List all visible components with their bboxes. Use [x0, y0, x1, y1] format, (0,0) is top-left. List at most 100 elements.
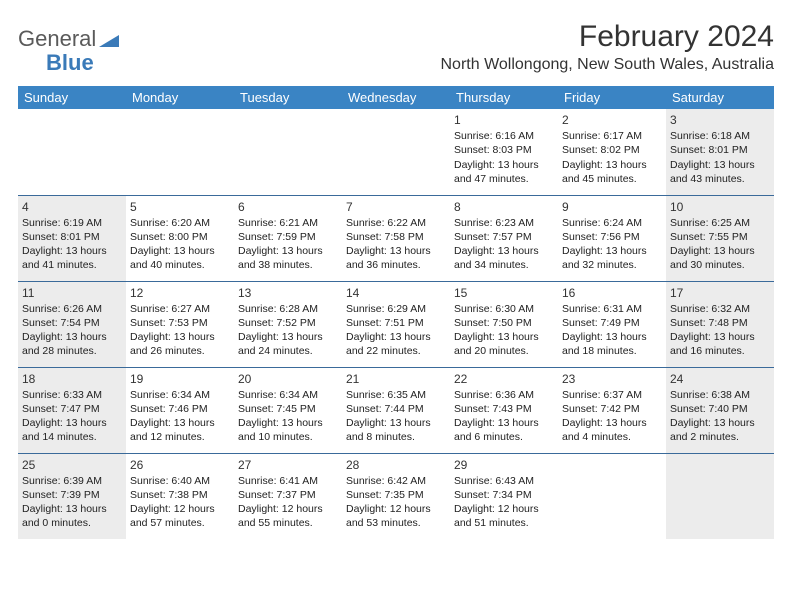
location: North Wollongong, New South Wales, Austr… — [441, 56, 775, 74]
calendar-day-cell: 28Sunrise: 6:42 AMSunset: 7:35 PMDayligh… — [342, 453, 450, 539]
day-info: Sunrise: 6:43 AMSunset: 7:34 PMDaylight:… — [454, 474, 554, 531]
day-number: 7 — [346, 199, 446, 215]
calendar-day-cell: 3Sunrise: 6:18 AMSunset: 8:01 PMDaylight… — [666, 109, 774, 195]
logo-text-general: General — [18, 26, 96, 52]
day-info: Sunrise: 6:41 AMSunset: 7:37 PMDaylight:… — [238, 474, 338, 531]
calendar-empty-cell — [342, 109, 450, 195]
day-info: Sunrise: 6:42 AMSunset: 7:35 PMDaylight:… — [346, 474, 446, 531]
day-info: Sunrise: 6:37 AMSunset: 7:42 PMDaylight:… — [562, 388, 662, 445]
day-number: 17 — [670, 285, 770, 301]
calendar-body: 1Sunrise: 6:16 AMSunset: 8:03 PMDaylight… — [18, 109, 774, 539]
day-number: 12 — [130, 285, 230, 301]
day-number: 24 — [670, 371, 770, 387]
day-info: Sunrise: 6:33 AMSunset: 7:47 PMDaylight:… — [22, 388, 122, 445]
header: GeneralBlue February 2024 North Wollongo… — [18, 20, 774, 76]
day-number: 5 — [130, 199, 230, 215]
day-number: 8 — [454, 199, 554, 215]
calendar-day-cell: 17Sunrise: 6:32 AMSunset: 7:48 PMDayligh… — [666, 281, 774, 367]
day-info: Sunrise: 6:21 AMSunset: 7:59 PMDaylight:… — [238, 216, 338, 273]
calendar-empty-cell — [18, 109, 126, 195]
month-title: February 2024 — [441, 20, 775, 54]
calendar-day-cell: 4Sunrise: 6:19 AMSunset: 8:01 PMDaylight… — [18, 195, 126, 281]
day-info: Sunrise: 6:24 AMSunset: 7:56 PMDaylight:… — [562, 216, 662, 273]
calendar-day-cell: 2Sunrise: 6:17 AMSunset: 8:02 PMDaylight… — [558, 109, 666, 195]
calendar-day-cell: 19Sunrise: 6:34 AMSunset: 7:46 PMDayligh… — [126, 367, 234, 453]
day-number: 15 — [454, 285, 554, 301]
day-info: Sunrise: 6:39 AMSunset: 7:39 PMDaylight:… — [22, 474, 122, 531]
day-number: 1 — [454, 112, 554, 128]
logo-text-blue: Blue — [46, 50, 94, 76]
calendar-day-cell: 22Sunrise: 6:36 AMSunset: 7:43 PMDayligh… — [450, 367, 558, 453]
day-info: Sunrise: 6:40 AMSunset: 7:38 PMDaylight:… — [130, 474, 230, 531]
day-number: 4 — [22, 199, 122, 215]
day-number: 14 — [346, 285, 446, 301]
calendar-week-row: 1Sunrise: 6:16 AMSunset: 8:03 PMDaylight… — [18, 109, 774, 195]
calendar-day-cell: 27Sunrise: 6:41 AMSunset: 7:37 PMDayligh… — [234, 453, 342, 539]
day-number: 13 — [238, 285, 338, 301]
calendar-head: SundayMondayTuesdayWednesdayThursdayFrid… — [18, 86, 774, 109]
calendar-day-cell: 10Sunrise: 6:25 AMSunset: 7:55 PMDayligh… — [666, 195, 774, 281]
day-info: Sunrise: 6:31 AMSunset: 7:49 PMDaylight:… — [562, 302, 662, 359]
day-info: Sunrise: 6:34 AMSunset: 7:46 PMDaylight:… — [130, 388, 230, 445]
calendar-week-row: 11Sunrise: 6:26 AMSunset: 7:54 PMDayligh… — [18, 281, 774, 367]
day-info: Sunrise: 6:35 AMSunset: 7:44 PMDaylight:… — [346, 388, 446, 445]
calendar-day-cell: 25Sunrise: 6:39 AMSunset: 7:39 PMDayligh… — [18, 453, 126, 539]
logo-triangle-icon — [99, 33, 119, 52]
logo: GeneralBlue — [18, 26, 119, 76]
day-number: 28 — [346, 457, 446, 473]
day-info: Sunrise: 6:36 AMSunset: 7:43 PMDaylight:… — [454, 388, 554, 445]
day-number: 16 — [562, 285, 662, 301]
weekday-header: Wednesday — [342, 86, 450, 109]
day-info: Sunrise: 6:32 AMSunset: 7:48 PMDaylight:… — [670, 302, 770, 359]
calendar-week-row: 25Sunrise: 6:39 AMSunset: 7:39 PMDayligh… — [18, 453, 774, 539]
day-info: Sunrise: 6:38 AMSunset: 7:40 PMDaylight:… — [670, 388, 770, 445]
calendar-day-cell: 13Sunrise: 6:28 AMSunset: 7:52 PMDayligh… — [234, 281, 342, 367]
day-number: 22 — [454, 371, 554, 387]
weekday-header: Thursday — [450, 86, 558, 109]
weekday-header: Sunday — [18, 86, 126, 109]
calendar-table: SundayMondayTuesdayWednesdayThursdayFrid… — [18, 86, 774, 539]
calendar-day-cell: 7Sunrise: 6:22 AMSunset: 7:58 PMDaylight… — [342, 195, 450, 281]
calendar-day-cell: 18Sunrise: 6:33 AMSunset: 7:47 PMDayligh… — [18, 367, 126, 453]
day-number: 18 — [22, 371, 122, 387]
day-info: Sunrise: 6:25 AMSunset: 7:55 PMDaylight:… — [670, 216, 770, 273]
day-number: 23 — [562, 371, 662, 387]
calendar-day-cell: 23Sunrise: 6:37 AMSunset: 7:42 PMDayligh… — [558, 367, 666, 453]
day-number: 9 — [562, 199, 662, 215]
calendar-day-cell: 26Sunrise: 6:40 AMSunset: 7:38 PMDayligh… — [126, 453, 234, 539]
day-info: Sunrise: 6:23 AMSunset: 7:57 PMDaylight:… — [454, 216, 554, 273]
calendar-empty-cell — [234, 109, 342, 195]
day-info: Sunrise: 6:18 AMSunset: 8:01 PMDaylight:… — [670, 129, 770, 186]
day-number: 3 — [670, 112, 770, 128]
calendar-day-cell: 8Sunrise: 6:23 AMSunset: 7:57 PMDaylight… — [450, 195, 558, 281]
calendar-day-cell: 24Sunrise: 6:38 AMSunset: 7:40 PMDayligh… — [666, 367, 774, 453]
weekday-header: Saturday — [666, 86, 774, 109]
weekday-header: Friday — [558, 86, 666, 109]
calendar-day-cell: 12Sunrise: 6:27 AMSunset: 7:53 PMDayligh… — [126, 281, 234, 367]
day-info: Sunrise: 6:16 AMSunset: 8:03 PMDaylight:… — [454, 129, 554, 186]
day-info: Sunrise: 6:27 AMSunset: 7:53 PMDaylight:… — [130, 302, 230, 359]
calendar-day-cell: 20Sunrise: 6:34 AMSunset: 7:45 PMDayligh… — [234, 367, 342, 453]
day-number: 25 — [22, 457, 122, 473]
day-number: 6 — [238, 199, 338, 215]
weekday-header: Monday — [126, 86, 234, 109]
title-block: February 2024 North Wollongong, New Sout… — [441, 20, 775, 74]
calendar-empty-cell — [126, 109, 234, 195]
day-info: Sunrise: 6:29 AMSunset: 7:51 PMDaylight:… — [346, 302, 446, 359]
calendar-day-cell: 29Sunrise: 6:43 AMSunset: 7:34 PMDayligh… — [450, 453, 558, 539]
day-number: 10 — [670, 199, 770, 215]
calendar-day-cell: 6Sunrise: 6:21 AMSunset: 7:59 PMDaylight… — [234, 195, 342, 281]
calendar-day-cell: 5Sunrise: 6:20 AMSunset: 8:00 PMDaylight… — [126, 195, 234, 281]
day-number: 19 — [130, 371, 230, 387]
day-info: Sunrise: 6:34 AMSunset: 7:45 PMDaylight:… — [238, 388, 338, 445]
day-number: 11 — [22, 285, 122, 301]
day-info: Sunrise: 6:22 AMSunset: 7:58 PMDaylight:… — [346, 216, 446, 273]
calendar-day-cell: 11Sunrise: 6:26 AMSunset: 7:54 PMDayligh… — [18, 281, 126, 367]
day-number: 2 — [562, 112, 662, 128]
day-number: 29 — [454, 457, 554, 473]
day-number: 21 — [346, 371, 446, 387]
calendar-day-cell: 15Sunrise: 6:30 AMSunset: 7:50 PMDayligh… — [450, 281, 558, 367]
day-info: Sunrise: 6:19 AMSunset: 8:01 PMDaylight:… — [22, 216, 122, 273]
day-info: Sunrise: 6:30 AMSunset: 7:50 PMDaylight:… — [454, 302, 554, 359]
day-info: Sunrise: 6:28 AMSunset: 7:52 PMDaylight:… — [238, 302, 338, 359]
